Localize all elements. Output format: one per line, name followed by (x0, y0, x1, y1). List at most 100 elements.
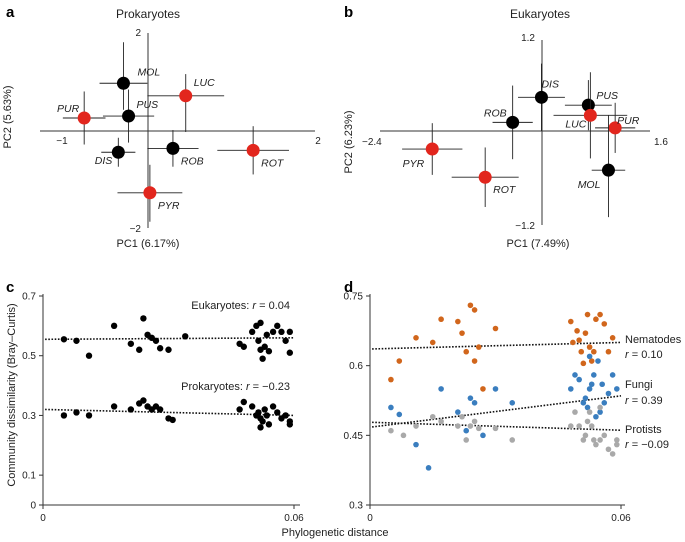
panel-d-point-protists-21 (591, 437, 597, 443)
panel-d-label-protists: Protists (625, 424, 662, 436)
panel-d-point-fungi-0 (388, 404, 394, 411)
panel-a-point-rot (246, 143, 260, 157)
panel-d-point-fungi-29 (572, 372, 578, 378)
panel-d-point-fungi-9 (480, 432, 486, 439)
panel-d-point-nematodes-15 (576, 337, 582, 343)
panel-d-point-fungi-12 (568, 386, 574, 392)
panel-c-point-eukaryotes-26 (282, 337, 289, 344)
panel-label-b: b (344, 4, 353, 21)
panel-a-label-mol: MOL (137, 66, 160, 78)
panel-d-point-nematodes-29 (578, 348, 585, 355)
panel-c-ylabel: Community dissimilarity (Bray–Curtis) (6, 303, 18, 486)
panel-d-point-fungi-22 (601, 400, 608, 406)
panel-c-point-eukaryotes-22 (265, 348, 273, 355)
panel-c-point-prokaryotes-6 (140, 397, 147, 404)
panel-a-point-mol (116, 76, 130, 90)
panel-c-point-prokaryotes-28 (286, 421, 294, 428)
panel-a-label-luc: LUC (194, 77, 215, 89)
panel-b-point-pur (608, 121, 622, 135)
panel-d-point-protists-15 (576, 423, 582, 429)
panel-d-point-protists-19 (586, 409, 593, 415)
panel-d-point-nematodes-8 (467, 302, 474, 309)
panel-b-title: Eukaryotes (510, 7, 570, 21)
panel-c: Community dissimilarity (Bray–Curtis) 0 0… (6, 292, 304, 525)
panel-b-label-pur: PUR (617, 115, 640, 127)
panel-b-point-rob (506, 115, 520, 129)
panel-c-point-prokaryotes-14 (240, 398, 247, 406)
panel-c-point-eukaryotes-27 (286, 349, 294, 356)
panel-d-point-protists-17 (582, 432, 589, 439)
panel-d-point-protists-23 (597, 437, 603, 443)
panel-b-label-luc: LUC (565, 118, 586, 130)
panel-d-point-protists-27 (614, 441, 620, 448)
panel-b-label-dis: DIS (541, 78, 559, 90)
panel-c-point-prokaryotes-10 (156, 406, 164, 413)
panel-d-point-fungi-28 (599, 381, 605, 388)
panel-d-trendline-nematodes (372, 341, 622, 350)
panel-d-point-fungi-2 (413, 441, 419, 448)
panel-a-point-pur (77, 111, 91, 125)
panel-d-point-nematodes-17 (582, 330, 589, 336)
panel-d-point-nematodes-6 (459, 330, 465, 336)
panel-d-point-fungi-21 (597, 409, 603, 415)
panel-b-ytick-min: −1.2 (515, 221, 535, 232)
panel-label-d: d (344, 279, 353, 296)
panel-c-point-prokaryotes-17 (255, 409, 262, 416)
panel-d-point-protists-22 (593, 441, 599, 448)
panel-c-point-eukaryotes-6 (140, 315, 147, 322)
panel-c-point-eukaryotes-23 (269, 328, 277, 336)
panel-d-point-nematodes-16 (580, 360, 587, 367)
panel-c-point-prokaryotes-23 (269, 403, 277, 410)
panel-d-point-fungi-5 (455, 409, 461, 415)
panel-d-point-fungi-3 (425, 465, 432, 471)
panel-d-point-protists-7 (463, 437, 470, 443)
panel-d-point-fungi-6 (463, 427, 470, 434)
panel-d-point-protists-13 (568, 423, 574, 429)
panel-d-point-nematodes-4 (438, 316, 444, 323)
panel-c-points (60, 315, 294, 431)
panel-d-point-protists-9 (471, 418, 478, 425)
panel-c-ytick-label-4: 0.7 (22, 292, 36, 303)
panel-d-point-protists-26 (609, 451, 616, 457)
panel-b-xlabel: PC1 (7.49%) (507, 238, 570, 250)
panel-b-points: DIS PUS ROB LUC PUR MOL PYR ROT (402, 63, 640, 218)
panel-d-point-nematodes-2 (413, 335, 419, 341)
panel-d-point-protists-4 (438, 418, 444, 425)
panel-d-point-nematodes-26 (609, 335, 616, 341)
panel-d-label-nematodes: Nematodes (625, 334, 682, 346)
panel-b-label-rob: ROB (484, 107, 507, 119)
panel-d-ytick-label-1: 0.45 (344, 431, 364, 442)
panel-d-point-fungi-18 (588, 381, 595, 388)
bottom-xlabel: Phylogenetic distance (281, 527, 388, 539)
panel-d-point-nematodes-0 (388, 376, 394, 383)
panel-d-point-nematodes-21 (591, 348, 597, 355)
panel-b-label-pyr: PYR (403, 158, 425, 170)
panel-a-point-rob (166, 141, 180, 155)
panel-c-point-eukaryotes-19 (259, 355, 266, 362)
panel-d-point-nematodes-14 (568, 318, 574, 325)
panel-b: Eukaryotes −2.4 1.6 1.2 −1.2 PC1 (7.49%)… (343, 7, 668, 250)
panel-d-point-fungi-16 (584, 404, 591, 411)
panel-d-point-fungi-15 (582, 395, 589, 401)
panel-d-point-nematodes-10 (471, 358, 478, 364)
panel-c-point-prokaryotes-22 (265, 421, 273, 428)
panel-c-point-eukaryotes-12 (182, 333, 189, 340)
panel-a-label-pur: PUR (57, 103, 80, 115)
panel-b-point-pus (581, 98, 595, 112)
panel-d-point-protists-3 (429, 413, 436, 420)
panel-c-label-prokaryotes: Prokaryotes: r = −0.23 (181, 381, 290, 393)
panel-c-point-eukaryotes-20 (261, 343, 268, 350)
panel-c-point-eukaryotes-29 (257, 319, 264, 327)
panel-d-trendlines (371, 341, 622, 432)
panel-b-xtick-min: −2.4 (362, 137, 382, 148)
panel-d-point-fungi-24 (609, 372, 616, 378)
panel-d-ytick-label-2: 0.6 (349, 361, 363, 372)
panel-c-ytick-label-0: 0 (30, 501, 36, 512)
panel-a: Prokaryotes −1 2 2 −2 PC1 (6.17%) PC2 (5… (2, 7, 321, 250)
panel-a-point-pyr (143, 186, 157, 200)
panel-c-point-eukaryotes-17 (255, 337, 262, 344)
panel-b-label-pus: PUS (596, 90, 618, 102)
panel-d-ytick-label-3: 0.75 (344, 292, 364, 303)
panel-a-xlabel: PC1 (6.17%) (117, 238, 180, 250)
panel-label-a: a (6, 4, 15, 21)
